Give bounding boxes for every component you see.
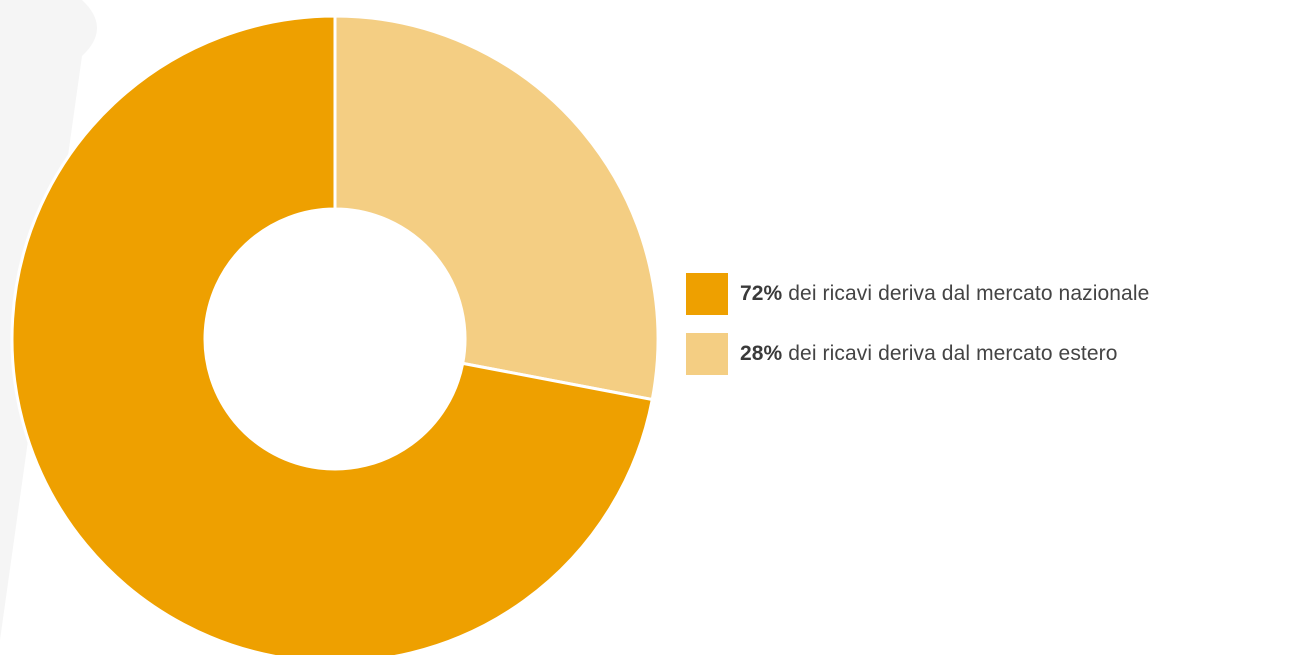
legend-label-national: 72% dei ricavi deriva dal mercato nazion… [740, 282, 1149, 306]
legend-swatch-foreign [686, 333, 728, 375]
legend-description-national: dei ricavi deriva dal mercato nazionale [782, 282, 1150, 305]
legend-label-foreign: 28% dei ricavi deriva dal mercato estero [740, 342, 1118, 366]
donut-slice-national [10, 14, 655, 655]
legend-swatch-national [686, 273, 728, 315]
legend-item-foreign: 28% dei ricavi deriva dal mercato estero [686, 333, 1149, 375]
donut-slice-foreign [333, 14, 660, 402]
donut-slices [10, 14, 660, 655]
legend-percent-national: 72% [740, 282, 783, 305]
legend-percent-foreign: 28% [740, 342, 783, 365]
legend-description-foreign: dei ricavi deriva dal mercato estero [782, 342, 1118, 365]
chart-legend: 72% dei ricavi deriva dal mercato nazion… [686, 273, 1149, 393]
background-rounded-shape [0, 0, 97, 640]
legend-item-national: 72% dei ricavi deriva dal mercato nazion… [686, 273, 1149, 315]
